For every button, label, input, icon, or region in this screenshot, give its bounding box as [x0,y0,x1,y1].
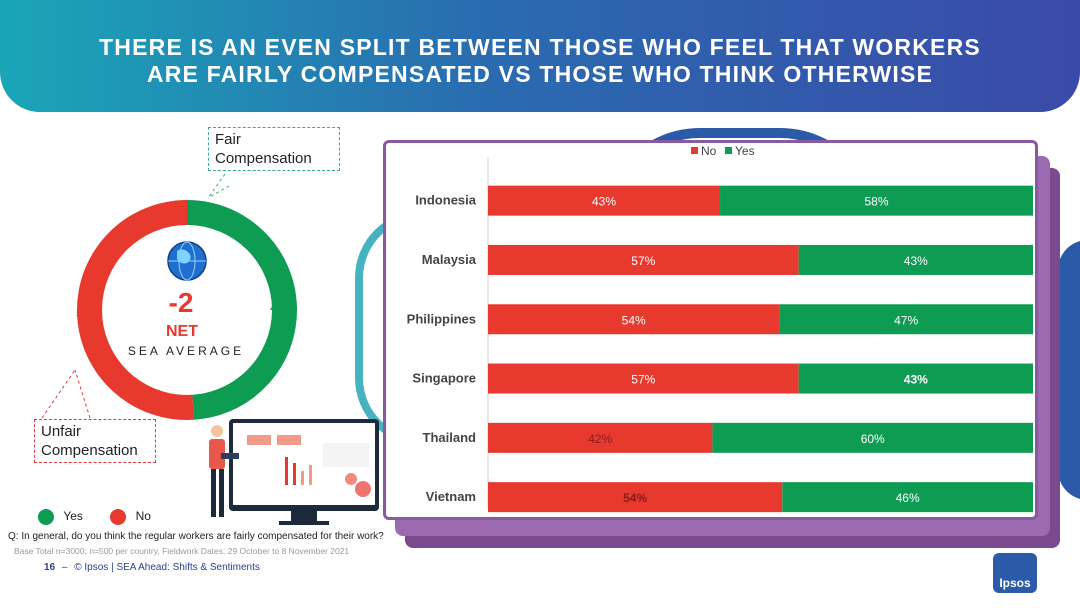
data-label-no-malaysia: 57% [631,254,655,268]
plant-icon [345,473,371,497]
bar-no-indonesia [488,185,721,216]
stacked-bar-chart: No Yes Indonesia 43% 58% Malaysia 57% 43% Philip… [407,144,1033,513]
category-label-malaysia: Malaysia [422,252,477,267]
bar-no-philippines [488,304,780,335]
legend-swatch-yes [725,147,732,154]
category-label-philippines: Philippines [407,311,476,326]
monitor-icon [229,419,379,525]
bar-no-singapore [488,363,799,394]
legend-yes-dot [38,509,54,525]
bar-no-malaysia [488,244,799,275]
data-label-yes-vietnam: 46% [896,491,920,505]
footer-source: © Ipsos | SEA Ahead: Shifts & Sentiments [74,562,260,573]
footer-page-info: 16 – © Ipsos | SEA Ahead: Shifts & Senti… [44,562,260,573]
net-label: NET [166,323,198,340]
bar-yes-malaysia [798,244,1033,275]
title-line-2: ARE FAIRLY COMPENSATED VS THOSE WHO THIN… [146,61,934,87]
data-label-yes-thailand: 60% [861,432,885,446]
title-line-1: THERE IS AN EVEN SPLIT BETWEEN THOSE WHO… [99,34,981,60]
category-label-thailand: Thailand [423,430,477,445]
illustration-person-monitor [209,419,379,525]
bar-yes-vietnam [782,482,1033,513]
legend-label-yes: Yes [735,144,755,158]
page-title: THERE IS AN EVEN SPLIT BETWEEN THOSE WHO… [20,34,1060,88]
bar-no-thailand [488,422,713,453]
bar-yes-singapore [798,363,1033,394]
bar-no-vietnam [488,482,783,513]
legend-no-dot [110,509,127,525]
category-label-indonesia: Indonesia [415,193,476,208]
region-label: SEA AVERAGE [128,344,244,358]
footer-question: Q: In general, do you think the regular … [8,531,384,542]
bar-yes-thailand [712,422,1033,453]
legend-swatch-no [691,147,698,154]
donut-chart: 49% 51% -2 NET SEA AVERAGE [76,200,298,420]
data-label-no-indonesia: 43% [592,195,616,209]
bar-chart-card: No Yes Indonesia 43% 58% Malaysia 57% 43% Philip… [383,140,1038,520]
bar-yes-indonesia [720,185,1033,216]
bar-yes-philippines [779,304,1033,335]
person-icon [209,425,239,517]
legend-yes-label: Yes [63,509,83,524]
data-label-yes-singapore: 43% [904,373,928,387]
donut-yes-label: 49% [270,300,296,315]
globe-icon [167,241,207,281]
donut-no-label: 51% [76,305,102,320]
footer-base: Base Total n=3000; n=500 per country, Fi… [14,546,350,556]
callout-unfair-compensation: Unfair Compensation [34,419,156,463]
data-label-yes-malaysia: 43% [904,254,928,268]
callout-fair-compensation: Fair Compensation [208,127,340,171]
ipsos-logo-text: Ipsos [999,576,1031,590]
data-label-yes-philippines: 47% [894,313,918,327]
header-banner: THERE IS AN EVEN SPLIT BETWEEN THOSE WHO… [0,0,1080,112]
donut-legend: Yes No [38,509,151,525]
category-label-singapore: Singapore [412,371,476,386]
legend-label-no: No [701,144,717,158]
data-label-no-philippines: 54% [622,313,646,327]
legend-no-label: No [135,509,151,524]
data-label-no-vietnam: 54% [623,491,647,505]
data-label-no-singapore: 57% [631,373,655,387]
net-value: -2 [169,287,194,318]
callout-leaders [41,173,230,419]
data-label-yes-indonesia: 58% [864,195,888,209]
category-label-vietnam: Vietnam [426,489,476,504]
ipsos-logo: Ipsos [993,553,1037,593]
decorative-right-shape [1058,240,1080,500]
page-number: 16 [44,562,56,573]
page-separator: – [61,562,68,573]
data-label-no-thailand: 42% [588,432,612,446]
